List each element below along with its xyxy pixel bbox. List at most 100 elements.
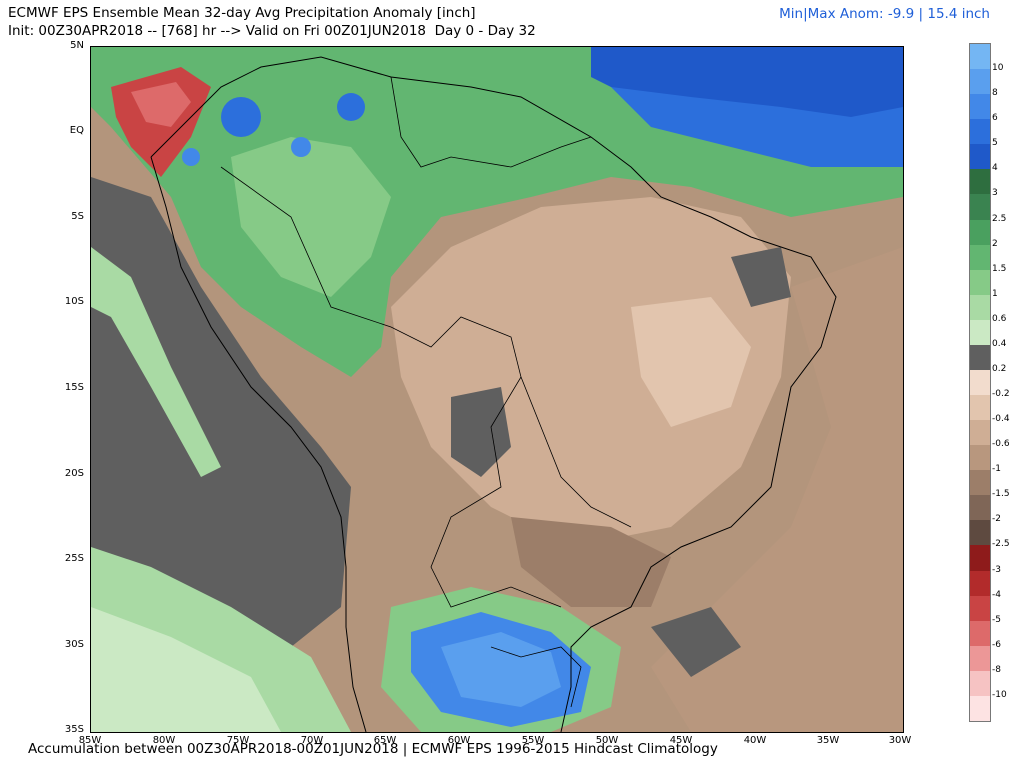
legend-color-box xyxy=(970,495,990,521)
legend-label: 0.4 xyxy=(992,338,1007,349)
lat-label: 15S xyxy=(64,382,84,393)
northern-wet-cell xyxy=(182,148,200,166)
uruguay-wet-core-center xyxy=(441,632,561,707)
atlantic-strong-wet-band xyxy=(591,47,903,127)
init-valid-line: Init: 00Z30APR2018 -- [768] hr --> Valid… xyxy=(8,23,536,39)
legend-label: 3 xyxy=(992,188,998,199)
legend-color-box xyxy=(970,94,990,120)
lat-label: 10S xyxy=(64,296,84,307)
legend-label: 10 xyxy=(992,63,1004,74)
legend-label: 8 xyxy=(992,88,998,99)
legend-label: -3 xyxy=(992,564,1001,575)
legend-color-box xyxy=(970,520,990,546)
legend-color-box xyxy=(970,695,990,722)
lat-label: 20S xyxy=(64,468,84,479)
legend-label: -1.5 xyxy=(992,489,1010,500)
legend-label: 0.6 xyxy=(992,313,1007,324)
legend-color-box xyxy=(970,194,990,220)
lon-label: 60W xyxy=(447,735,471,746)
lon-label: 50W xyxy=(595,735,619,746)
legend-label: -0.4 xyxy=(992,414,1010,425)
legend-color-box xyxy=(970,545,990,572)
bolivia-near-normal-patch xyxy=(451,387,511,477)
legend-color-box xyxy=(970,344,990,371)
legend-label: 4 xyxy=(992,163,998,174)
legend-label: -2 xyxy=(992,514,1001,525)
lon-label: 80W xyxy=(152,735,176,746)
legend-color-box xyxy=(970,144,990,170)
lat-label: EQ xyxy=(69,125,84,136)
legend-color-box xyxy=(970,69,990,95)
legend-color-box xyxy=(970,645,990,672)
legend-label: 1.5 xyxy=(992,263,1007,274)
interior-light-dry-patch xyxy=(631,297,751,427)
atlantic-wet-band xyxy=(611,87,903,167)
precipitation-anomaly-map xyxy=(90,46,904,733)
lat-label: 5S xyxy=(71,211,84,222)
western-amazon-light-wet xyxy=(231,137,391,297)
southern-brazil-dry-region xyxy=(511,517,671,607)
lon-label: 55W xyxy=(521,735,545,746)
northern-wet-cell xyxy=(291,137,311,157)
legend-label: -1 xyxy=(992,464,1001,475)
map-title: ECMWF EPS Ensemble Mean 32-day Avg Preci… xyxy=(8,5,476,21)
legend-color-box xyxy=(970,369,990,396)
map-canvas xyxy=(91,47,903,732)
legend-color-box xyxy=(970,570,990,597)
legend-label: 0.2 xyxy=(992,363,1007,374)
pacific-wet-streak xyxy=(91,247,221,477)
lat-label: 35S xyxy=(64,724,84,735)
atlantic-coastline xyxy=(150,56,837,732)
lat-label: 30S xyxy=(64,639,84,650)
legend-label: 6 xyxy=(992,113,998,124)
legend-label: -5 xyxy=(992,614,1001,625)
lon-label: 85W xyxy=(78,735,102,746)
legend-color-box xyxy=(970,670,990,697)
legend-color-box xyxy=(970,420,990,446)
legend-label: 2 xyxy=(992,238,998,249)
min-max-anomaly: Min|Max Anom: -9.9 | 15.4 inch xyxy=(779,6,990,22)
legend-label: -4 xyxy=(992,589,1001,600)
pacific-near-normal-area xyxy=(91,177,351,687)
lon-label: 30W xyxy=(888,735,912,746)
legend-color-box xyxy=(970,319,990,346)
legend-label: -0.2 xyxy=(992,389,1010,400)
legend-label: -6 xyxy=(992,639,1001,650)
legend-color-box xyxy=(970,219,990,246)
legend-color-box xyxy=(970,244,990,271)
legend-color-box xyxy=(970,595,990,622)
legend-label: 2.5 xyxy=(992,213,1007,224)
lat-label: 5N xyxy=(70,40,84,51)
south-brazil-near-normal-patch xyxy=(651,607,741,677)
color-legend xyxy=(969,43,991,722)
lat-label: 25S xyxy=(64,553,84,564)
footer-note: Accumulation between 00Z30APR2018-00Z01J… xyxy=(28,741,718,757)
lon-label: 35W xyxy=(816,735,840,746)
legend-color-box xyxy=(970,620,990,647)
legend-label: -0.6 xyxy=(992,439,1010,450)
legend-label: 1 xyxy=(992,288,998,299)
legend-color-box xyxy=(970,269,990,296)
lon-label: 75W xyxy=(226,735,250,746)
brazil-paraguay-border xyxy=(520,376,632,528)
northern-borders xyxy=(390,76,592,168)
legend-color-box xyxy=(970,395,990,421)
legend-label: -8 xyxy=(992,664,1001,675)
south-atlantic-dry-area xyxy=(651,247,903,732)
uruguay-border xyxy=(490,646,582,708)
legend-label: 5 xyxy=(992,138,998,149)
northern-wet-cell xyxy=(221,97,261,137)
lon-label: 65W xyxy=(373,735,397,746)
lon-label: 70W xyxy=(300,735,324,746)
northern-wet-cell xyxy=(337,93,365,121)
legend-color-box xyxy=(970,119,990,145)
colombia-dry-core xyxy=(131,82,191,127)
pacific-coastline xyxy=(150,156,367,732)
legend-color-box xyxy=(970,470,990,496)
legend-color-box xyxy=(970,169,990,195)
lon-label: 45W xyxy=(669,735,693,746)
legend-label: -10 xyxy=(992,689,1007,700)
lon-label: 40W xyxy=(743,735,767,746)
legend-label: -2.5 xyxy=(992,539,1010,550)
legend-color-box xyxy=(970,294,990,321)
